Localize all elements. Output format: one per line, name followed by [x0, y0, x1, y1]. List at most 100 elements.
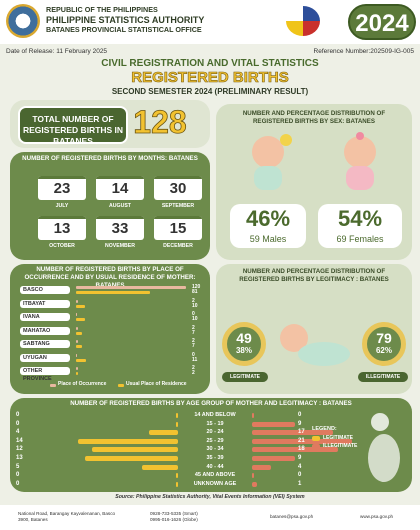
- legit-age-bar: [142, 464, 178, 470]
- age-group-label: 30 - 34: [206, 446, 224, 453]
- illegit-age-bar: [252, 438, 352, 444]
- illegit-age-value: 0: [298, 412, 302, 418]
- footer-website[interactable]: www.psa.gov.ph: [360, 514, 394, 519]
- legit-label: LEGITIMATE: [222, 372, 268, 382]
- male-percent: 46%: [245, 206, 291, 231]
- residence-value: 7: [192, 343, 195, 349]
- age-group-label: 14 AND BELOW: [194, 412, 236, 418]
- age-title: NUMBER OF REGISTERED BIRTHS BY AGE GROUP…: [70, 400, 352, 407]
- month-label-november: NOVEMBER: [105, 243, 135, 249]
- footer-address: National Road, Barangay Kayvalenanan, Ba…: [18, 511, 116, 522]
- occurrence-bar: [76, 313, 77, 316]
- illegit-age-bar: [252, 413, 254, 418]
- place-town-label: IVANA: [20, 313, 70, 321]
- occurrence-value: 120: [192, 284, 201, 290]
- illegit-age-bar: [252, 481, 257, 487]
- legit-age-bar: [176, 473, 178, 479]
- month-value-december: 15: [154, 216, 202, 240]
- psa-seal-icon: [6, 4, 40, 38]
- source-note: Source: Philippine Statistics Authority,…: [115, 494, 305, 500]
- month-value-july: 23: [38, 176, 86, 200]
- illegit-age-bar: [252, 430, 333, 436]
- residence-bar: [76, 331, 83, 335]
- age-legend-title: LEGEND:: [312, 426, 337, 432]
- residence-bar: [76, 345, 83, 348]
- footer-email[interactable]: batanes@psa.gov.ph: [270, 514, 314, 519]
- place-town-label: OTHER PROVINCE: [20, 367, 70, 382]
- illegit-age-bar: [252, 421, 295, 427]
- legit-percent: 38%: [235, 346, 252, 355]
- month-label-december: DECEMBER: [163, 243, 193, 249]
- illegit-age-value: 18: [298, 446, 305, 453]
- title-registered-births: REGISTERED BIRTHS: [131, 69, 289, 87]
- male-box: [230, 204, 306, 248]
- legend-occurrence: Place of Occurrence: [58, 381, 107, 387]
- age-group-label: UNKNOWN AGE: [193, 480, 237, 487]
- month-label-september: SEPTEMBER: [161, 203, 195, 209]
- male-count: 59 Males: [249, 234, 287, 244]
- sex-title: NUMBER AND PERCENTAGE DISTRIBUTION OF RE…: [242, 110, 386, 125]
- title-period: SECOND SEMESTER 2024 (PRELIMINARY RESULT…: [111, 87, 309, 96]
- residence-value: 11: [192, 356, 198, 363]
- place-title: NUMBER OF REGISTERED BIRTHS BY PLACE OF …: [24, 266, 196, 289]
- illegit-age-bar: [252, 464, 272, 470]
- footer-phone-1: 0928-733-5335 (Smart): [150, 511, 198, 516]
- footer: National Road, Barangay Kayvalenanan, Ba…: [0, 505, 420, 530]
- age-legend-legit: LEGITIMATE: [323, 435, 353, 441]
- place-town-label: UYUGAN: [20, 353, 70, 362]
- month-label-july: JULY: [55, 203, 69, 209]
- illegit-age-bar: [252, 473, 254, 479]
- header: REPUBLIC OF THE PHILIPPINES PHILIPPINE S…: [0, 0, 420, 44]
- year-badge: 2024: [348, 4, 416, 40]
- legit-age-bar: [149, 430, 178, 436]
- occurrence-value: 0: [192, 311, 195, 317]
- month-value-september: 30: [154, 176, 202, 200]
- total-label: TOTAL NUMBER OF REGISTERED BIRTHS IN BAT…: [18, 106, 128, 146]
- bagong-pilipinas-logo-icon: [286, 6, 320, 36]
- illegit-age-value: 9: [298, 420, 302, 427]
- legit-number: 49: [236, 330, 252, 346]
- female-count: 69 Females: [336, 234, 384, 244]
- occurrence-bar: [76, 340, 78, 343]
- illegit-age-value: 9: [298, 455, 302, 461]
- residence-bar: [76, 318, 86, 321]
- age-group-label: 25 - 29: [206, 437, 224, 444]
- agency-line-3: BATANES PROVINCIAL STATISTICAL OFFICE: [46, 25, 202, 34]
- residence-value: 81: [192, 289, 198, 295]
- months-title: NUMBER OF REGISTERED BIRTHS BY MONTHS: B…: [22, 155, 198, 162]
- occurrence-bar: [76, 353, 77, 357]
- residence-bar: [76, 291, 151, 294]
- month-value-november: 33: [96, 216, 144, 240]
- age-panel: [10, 398, 412, 492]
- illegit-age-value: 1: [298, 480, 302, 487]
- illegit-age-bar: [252, 447, 338, 453]
- crawling-baby-icon: [280, 324, 350, 366]
- residence-value: 10: [192, 316, 198, 322]
- legit-age-value: 13: [16, 455, 23, 461]
- illegit-label: ILLEGITIMATE: [358, 372, 408, 382]
- month-value-august: 14: [96, 176, 144, 200]
- legit-circle: 49 38%: [222, 322, 266, 366]
- legit-title: NUMBER AND PERCENTAGE DISTRIBUTION OF RE…: [239, 268, 389, 283]
- legit-age-value: 0: [16, 480, 20, 487]
- legit-age-value: 0: [16, 420, 20, 427]
- baby-boy-icon: [252, 134, 292, 190]
- female-box: [318, 204, 402, 248]
- age-group-label: 35 - 39: [206, 455, 224, 461]
- occurrence-value: 2: [192, 297, 195, 304]
- legit-age-value: 14: [16, 437, 23, 444]
- legit-age-bar: [92, 447, 178, 453]
- illegit-percent: 62%: [375, 346, 392, 355]
- total-value: 128: [133, 104, 187, 141]
- legend-occurrence-swatch: [50, 384, 56, 387]
- age-legend-illegit-swatch: [312, 444, 320, 449]
- pregnant-mother-icon: [368, 413, 400, 482]
- age-legend-illegit: ILLEGITIMATE: [323, 443, 358, 449]
- occurrence-value: 0: [192, 351, 195, 358]
- legit-age-bar: [85, 456, 178, 461]
- month-label-october: OCTOBER: [49, 243, 75, 249]
- age-group-label: 45 AND ABOVE: [194, 472, 236, 479]
- agency-name: REPUBLIC OF THE PHILIPPINES PHILIPPINE S…: [46, 5, 204, 35]
- title-crvs: CIVIL REGISTRATION AND VITAL STATISTICS: [101, 58, 319, 69]
- residence-bar: [76, 372, 78, 375]
